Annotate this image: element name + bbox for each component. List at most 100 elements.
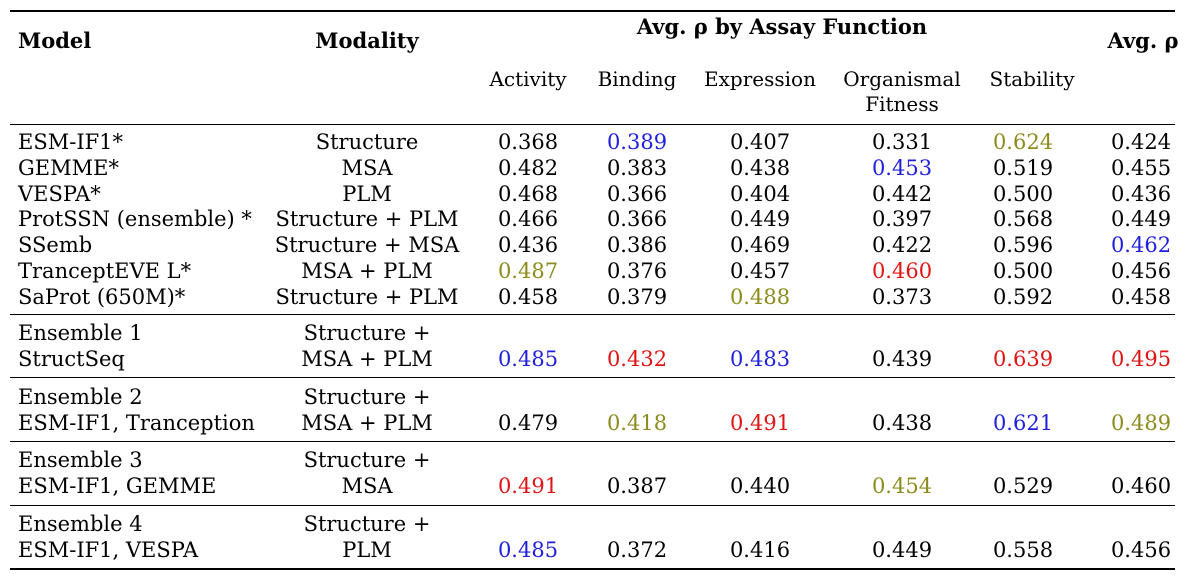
value-activity: 0.436	[497, 233, 559, 258]
modality-header: Modality	[315, 28, 419, 53]
modality-cell: Structure + MSA	[274, 233, 460, 258]
value-avg: 0.489	[1110, 411, 1172, 435]
modality-cell: MSA	[341, 474, 393, 498]
col-header-organismal: Organismal	[843, 67, 961, 91]
value-avg: 0.460	[1110, 474, 1172, 498]
value-stability: 0.592	[992, 284, 1054, 309]
value-activity: 0.482	[497, 155, 559, 180]
value-stability: 0.568	[992, 207, 1054, 232]
value-organismal-fitness: 0.422	[871, 233, 933, 258]
group-rule-1	[10, 314, 1175, 316]
value-stability: 0.621	[992, 411, 1054, 435]
ensemble-name: Ensemble 3	[18, 448, 143, 472]
ensemble-members: ESM-IF1, GEMME	[18, 474, 217, 498]
group-rule-4	[10, 505, 1175, 507]
value-expression: 0.457	[729, 259, 791, 283]
modality-cell: MSA + PLM	[301, 347, 433, 371]
value-avg: 0.424	[1110, 130, 1172, 154]
ensemble-members: StructSeq	[18, 347, 125, 371]
ensemble-name: Ensemble 4	[18, 512, 143, 536]
model-name: ESM-IF1*	[18, 130, 124, 154]
assay-group-header: Avg. ρ by Assay Function	[636, 14, 928, 39]
ensemble-members: ESM-IF1, VESPA	[18, 538, 199, 562]
value-organismal-fitness: 0.449	[871, 538, 933, 562]
value-organismal-fitness: 0.460	[871, 259, 933, 283]
value-stability: 0.519	[992, 155, 1054, 180]
modality-cell: PLM	[342, 181, 392, 206]
value-expression: 0.469	[729, 233, 791, 258]
value-binding: 0.376	[606, 259, 668, 283]
bottom-rule	[10, 568, 1175, 570]
value-organismal-fitness: 0.454	[871, 474, 933, 498]
ensemble-name: Ensemble 1	[18, 321, 143, 345]
value-activity: 0.491	[497, 474, 559, 498]
value-binding: 0.372	[606, 538, 668, 562]
modality-cell: Structure +	[303, 512, 431, 536]
value-binding: 0.418	[606, 411, 668, 435]
value-activity: 0.368	[497, 130, 559, 154]
col-header-binding: Binding	[597, 67, 677, 91]
value-avg: 0.458	[1110, 284, 1172, 309]
value-binding: 0.366	[606, 181, 668, 206]
value-stability: 0.500	[992, 181, 1054, 206]
value-expression: 0.416	[729, 538, 791, 562]
modality-cell: Structure + PLM	[275, 207, 459, 232]
group-rule-2	[10, 377, 1175, 379]
modality-cell: PLM	[342, 538, 392, 562]
value-activity: 0.487	[497, 259, 559, 283]
model-name: SSemb	[18, 233, 93, 258]
value-expression: 0.449	[729, 207, 791, 232]
value-organismal-fitness: 0.442	[871, 181, 933, 206]
value-organismal-fitness: 0.453	[871, 155, 933, 180]
value-stability: 0.639	[992, 347, 1054, 371]
value-binding: 0.366	[606, 207, 668, 232]
value-expression: 0.483	[729, 347, 791, 371]
col-header-fitness: Fitness	[865, 92, 939, 116]
group-rule-3	[10, 441, 1175, 443]
value-organismal-fitness: 0.438	[871, 411, 933, 435]
value-binding: 0.379	[606, 284, 668, 309]
value-activity: 0.468	[497, 181, 559, 206]
model-name: TranceptEVE L*	[18, 259, 192, 283]
modality-cell: Structure +	[303, 448, 431, 472]
ensemble-name: Ensemble 2	[18, 385, 143, 409]
value-avg: 0.495	[1110, 347, 1172, 371]
value-avg: 0.456	[1110, 538, 1172, 562]
value-activity: 0.466	[497, 207, 559, 232]
value-organismal-fitness: 0.373	[871, 284, 933, 309]
header-rule	[10, 124, 1175, 126]
value-expression: 0.404	[729, 181, 791, 206]
model-name: ProtSSN (ensemble) *	[18, 207, 252, 232]
value-avg: 0.436	[1110, 181, 1172, 206]
value-stability: 0.500	[992, 259, 1054, 283]
col-header-activity: Activity	[489, 67, 567, 91]
col-header-stability: Stability	[989, 67, 1075, 91]
value-stability: 0.596	[992, 233, 1054, 258]
model-header: Model	[18, 28, 92, 53]
value-binding: 0.389	[606, 130, 668, 154]
value-activity: 0.485	[497, 538, 559, 562]
value-avg: 0.455	[1110, 155, 1172, 180]
model-name: VESPA*	[18, 181, 101, 206]
value-activity: 0.458	[497, 284, 559, 309]
value-expression: 0.438	[729, 155, 791, 180]
value-activity: 0.485	[497, 347, 559, 371]
avg-header: Avg. ρ	[1107, 28, 1179, 53]
value-stability: 0.624	[992, 130, 1054, 154]
value-binding: 0.383	[606, 155, 668, 180]
modality-cell: MSA + PLM	[301, 259, 433, 283]
value-expression: 0.491	[729, 411, 791, 435]
value-avg: 0.462	[1110, 233, 1172, 258]
model-name: GEMME*	[18, 155, 119, 180]
value-expression: 0.407	[729, 130, 791, 154]
value-binding: 0.386	[606, 233, 668, 258]
col-header-expression: Expression	[704, 67, 816, 91]
value-stability: 0.529	[992, 474, 1054, 498]
value-stability: 0.558	[992, 538, 1054, 562]
value-organismal-fitness: 0.439	[871, 347, 933, 371]
value-binding: 0.432	[606, 347, 668, 371]
value-organismal-fitness: 0.331	[871, 130, 933, 154]
value-activity: 0.479	[497, 411, 559, 435]
modality-cell: Structure +	[303, 321, 431, 345]
